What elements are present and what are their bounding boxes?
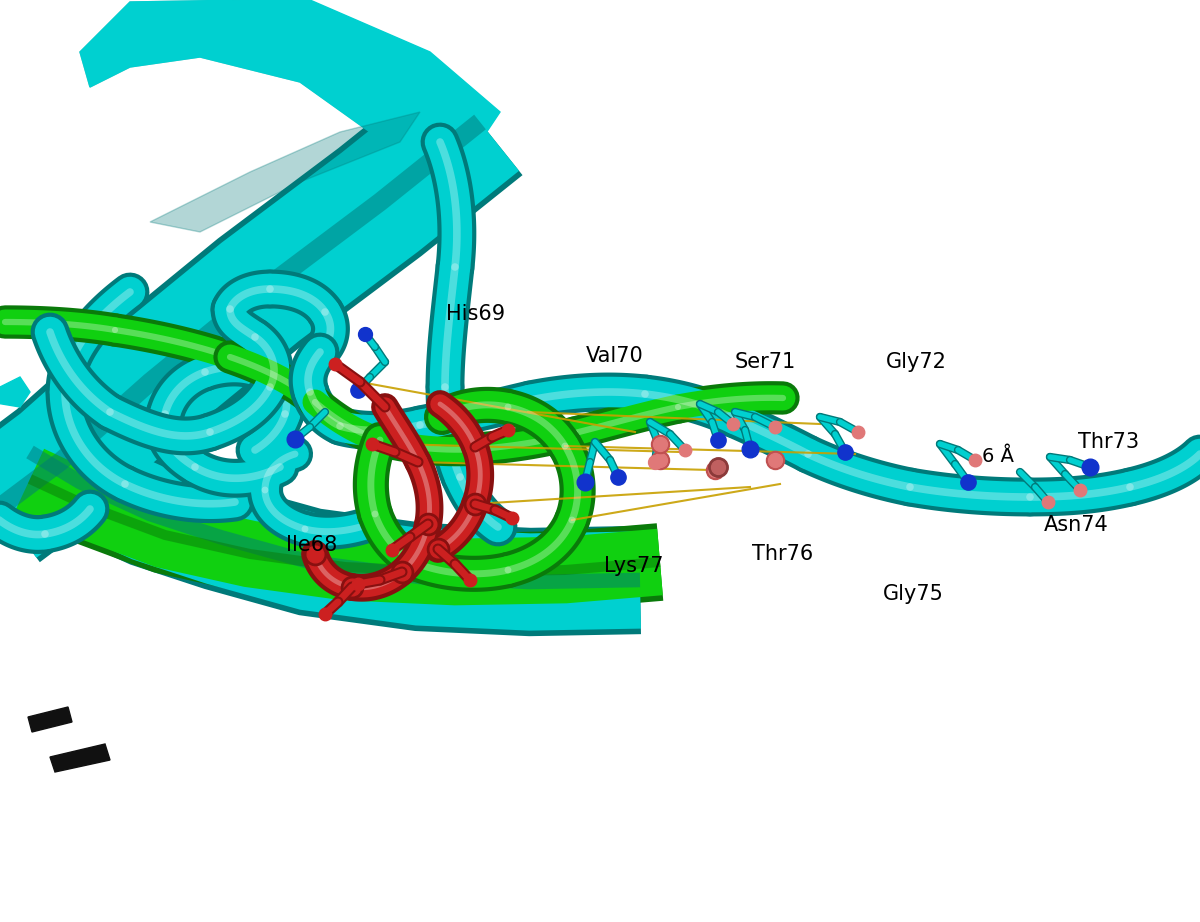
Polygon shape — [50, 744, 110, 772]
Text: Thr76: Thr76 — [752, 544, 814, 564]
Text: Ser71: Ser71 — [734, 352, 796, 372]
Polygon shape — [0, 377, 30, 407]
Text: Val70: Val70 — [586, 346, 643, 366]
Text: Thr73: Thr73 — [1078, 431, 1139, 452]
Text: Gly75: Gly75 — [883, 584, 944, 604]
Polygon shape — [150, 112, 420, 232]
Polygon shape — [240, 0, 500, 142]
Text: Asn74: Asn74 — [1044, 514, 1109, 535]
Polygon shape — [28, 707, 72, 732]
Text: 6 Å: 6 Å — [982, 447, 1014, 466]
Text: Ile68: Ile68 — [286, 535, 337, 555]
Polygon shape — [80, 0, 460, 162]
Text: His69: His69 — [446, 304, 505, 325]
Text: Gly72: Gly72 — [886, 352, 947, 372]
Text: Lys77: Lys77 — [604, 556, 664, 576]
Polygon shape — [80, 0, 460, 162]
